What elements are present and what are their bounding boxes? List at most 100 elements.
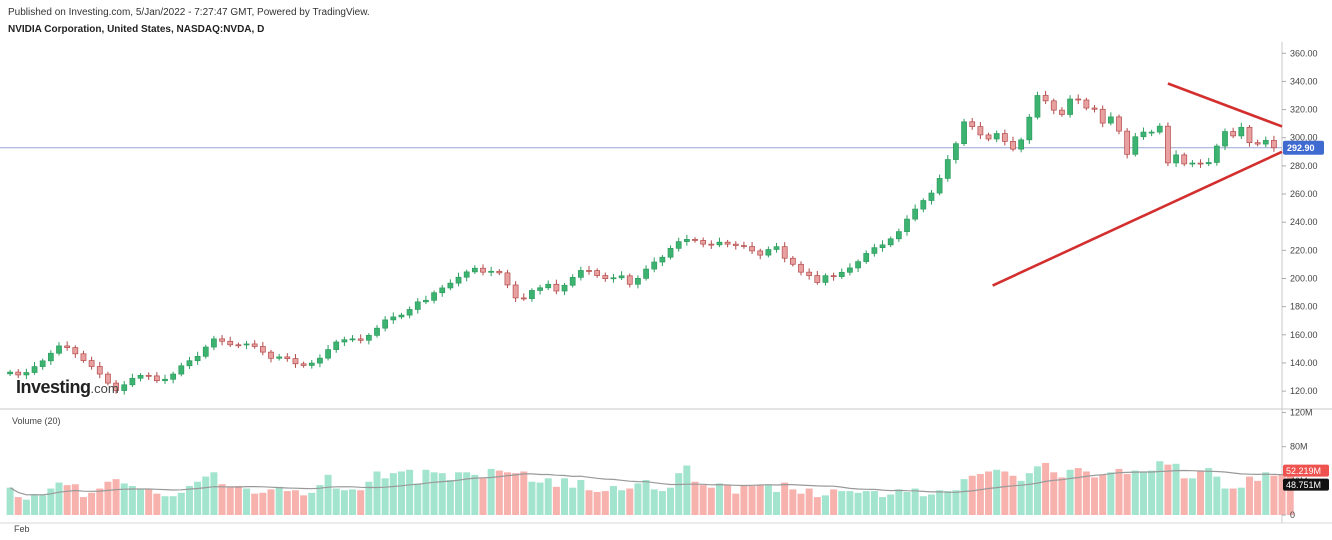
candle-body bbox=[716, 241, 723, 246]
volume-bar bbox=[895, 489, 903, 515]
volume-bar bbox=[177, 492, 185, 515]
volume-bar bbox=[854, 492, 862, 515]
volume-bar bbox=[1245, 476, 1253, 515]
volume-bar bbox=[283, 491, 291, 515]
candle-body bbox=[953, 143, 959, 160]
candle-body bbox=[153, 375, 160, 382]
candle-body bbox=[537, 287, 543, 291]
candle-body bbox=[1107, 116, 1114, 124]
last-price-badge bbox=[1283, 140, 1324, 155]
candle-body bbox=[1262, 140, 1269, 145]
candle-body bbox=[357, 338, 364, 341]
candle-body bbox=[765, 249, 772, 256]
candle-body bbox=[423, 299, 429, 303]
volume-bar bbox=[1237, 487, 1245, 515]
volume-bar bbox=[446, 480, 454, 515]
candle-body bbox=[1181, 154, 1188, 165]
candle-body bbox=[871, 247, 878, 254]
trendlines bbox=[992, 82, 1283, 287]
volume-bar bbox=[1107, 472, 1115, 515]
volume-ma-label: 48.751M bbox=[1286, 480, 1321, 490]
candle-body bbox=[194, 355, 201, 362]
candle-body bbox=[333, 341, 340, 350]
volume-bar bbox=[960, 479, 968, 515]
candle-body bbox=[414, 301, 421, 310]
candle-body bbox=[561, 284, 568, 292]
volume-bar bbox=[1009, 475, 1017, 515]
volume-bar bbox=[1180, 478, 1188, 515]
volume-bar bbox=[471, 474, 479, 515]
candle-body bbox=[904, 218, 910, 232]
candle-body bbox=[920, 200, 927, 210]
volume-bar bbox=[495, 470, 503, 515]
candle-body bbox=[692, 239, 698, 241]
candle-body bbox=[651, 261, 658, 270]
candle-body bbox=[594, 270, 601, 276]
candle-body bbox=[855, 261, 861, 269]
candle-body bbox=[1116, 116, 1122, 132]
candle-body bbox=[773, 246, 780, 250]
candle-body bbox=[496, 270, 503, 274]
price-tick-label: 240.00 bbox=[1290, 217, 1318, 227]
last-price-label: 292.90 bbox=[1287, 143, 1315, 153]
volume-bar bbox=[1270, 475, 1278, 515]
volume-bar bbox=[879, 497, 887, 515]
candle-body bbox=[626, 275, 633, 285]
candle-body bbox=[700, 240, 707, 245]
candle-body bbox=[977, 126, 984, 136]
volume-bar bbox=[781, 482, 789, 515]
candle-body bbox=[227, 340, 234, 346]
time-tick-label: Feb bbox=[14, 524, 30, 534]
volume-bar bbox=[985, 471, 993, 515]
volume-bar bbox=[512, 473, 520, 515]
candle-body bbox=[1165, 125, 1171, 164]
volume-bar bbox=[210, 472, 218, 515]
volume-bar bbox=[422, 469, 430, 515]
candle-body bbox=[553, 283, 560, 292]
volume-bar bbox=[479, 478, 487, 515]
candle-body bbox=[683, 239, 690, 242]
candle-body bbox=[365, 335, 372, 341]
volume-tick-label: 0 bbox=[1290, 510, 1295, 520]
volume-bar bbox=[1050, 472, 1058, 515]
volume-bar bbox=[585, 490, 593, 515]
volume-bar bbox=[1262, 472, 1270, 515]
volume-bar bbox=[112, 479, 120, 515]
volume-bar bbox=[455, 472, 463, 515]
volume-bar bbox=[365, 481, 373, 515]
volume-bar bbox=[609, 485, 617, 515]
volume-bar bbox=[1058, 477, 1066, 515]
candle-body bbox=[72, 347, 79, 355]
candle-body bbox=[56, 345, 62, 354]
volume-bar bbox=[308, 492, 316, 515]
candle-body bbox=[895, 231, 902, 240]
volume-bar bbox=[120, 483, 128, 515]
candle-body bbox=[235, 344, 242, 347]
candle-body bbox=[504, 272, 511, 286]
candle-body bbox=[349, 338, 356, 341]
candle-body bbox=[741, 245, 747, 247]
volume-bar bbox=[813, 497, 821, 515]
candle-body bbox=[1222, 131, 1228, 147]
volume-bar bbox=[324, 474, 332, 515]
candle-body bbox=[292, 358, 299, 365]
volume-bar bbox=[55, 482, 63, 515]
volume-bar bbox=[552, 486, 560, 515]
volume-bar bbox=[699, 485, 707, 515]
volume-bar bbox=[71, 484, 79, 515]
price-tick-label: 320.00 bbox=[1290, 105, 1318, 115]
candle-body bbox=[928, 192, 935, 201]
volume-bar bbox=[31, 494, 39, 515]
volume-bar bbox=[618, 490, 626, 515]
volume-bar bbox=[414, 483, 422, 515]
volume-bar bbox=[797, 493, 805, 515]
candle-body bbox=[1189, 162, 1196, 165]
volume-bar bbox=[528, 481, 536, 515]
volume-bar bbox=[911, 488, 919, 515]
volume-bar bbox=[634, 483, 642, 515]
volume-bar bbox=[846, 491, 854, 515]
candle-body bbox=[789, 257, 796, 265]
candle-body bbox=[23, 372, 30, 376]
volume-bar bbox=[316, 485, 324, 515]
